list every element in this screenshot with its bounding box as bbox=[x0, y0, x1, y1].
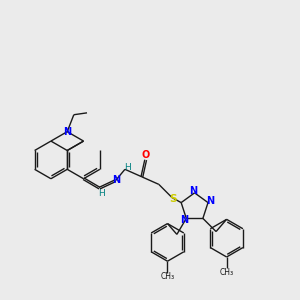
Text: N: N bbox=[112, 175, 121, 184]
Text: O: O bbox=[142, 150, 150, 160]
Text: N: N bbox=[180, 215, 188, 225]
Text: N: N bbox=[206, 196, 214, 206]
Text: CH₃: CH₃ bbox=[220, 268, 234, 277]
Text: N: N bbox=[190, 186, 198, 196]
Text: N: N bbox=[63, 127, 71, 137]
Text: H: H bbox=[124, 163, 131, 172]
Text: S: S bbox=[169, 194, 177, 203]
Text: H: H bbox=[98, 189, 105, 198]
Text: CH₃: CH₃ bbox=[160, 272, 175, 281]
